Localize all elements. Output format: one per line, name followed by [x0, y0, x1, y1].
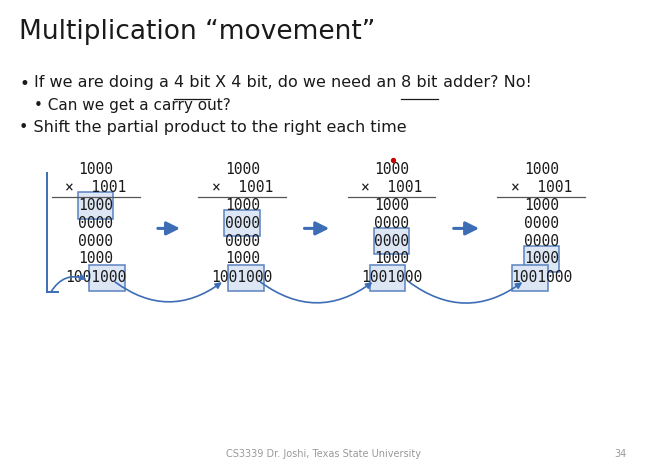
Text: 1000: 1000	[374, 162, 409, 177]
Bar	[512, 265, 548, 291]
Text: X 4 bit, do we need an: X 4 bit, do we need an	[210, 75, 401, 90]
Bar	[228, 265, 264, 291]
Text: •: •	[19, 75, 29, 93]
Text: ×  1001: × 1001	[361, 180, 422, 195]
Text: 1000: 1000	[78, 198, 113, 213]
Text: Multiplication “movement”: Multiplication “movement”	[19, 19, 376, 45]
Bar	[370, 265, 406, 291]
Text: 1000: 1000	[374, 251, 409, 266]
Text: • Can we get a carry out?: • Can we get a carry out?	[34, 98, 231, 113]
Text: 8 bit: 8 bit	[401, 75, 438, 90]
Text: 1000: 1000	[78, 162, 113, 177]
Bar	[523, 246, 559, 272]
Text: 0000: 0000	[374, 234, 409, 249]
Text: 1000: 1000	[524, 162, 559, 177]
Text: CS3339 Dr. Joshi, Texas State University: CS3339 Dr. Joshi, Texas State University	[225, 449, 421, 459]
Text: 0000: 0000	[78, 216, 113, 231]
FancyArrowPatch shape	[51, 275, 85, 292]
Bar	[89, 265, 125, 291]
Text: 0000: 0000	[225, 234, 260, 249]
Text: If we are doing a: If we are doing a	[34, 75, 174, 90]
Text: • Shift the partial product to the right each time: • Shift the partial product to the right…	[19, 120, 407, 135]
Text: 0000: 0000	[78, 234, 113, 249]
Text: 0000: 0000	[374, 216, 409, 231]
FancyArrowPatch shape	[260, 282, 371, 303]
Text: adder? No!: adder? No!	[438, 75, 532, 90]
FancyArrowPatch shape	[115, 282, 220, 302]
Text: 0000: 0000	[524, 216, 559, 231]
Text: 1000: 1000	[524, 251, 559, 266]
Text: ×  1001: × 1001	[511, 180, 572, 195]
Text: 0000: 0000	[524, 234, 559, 249]
Text: 1001000: 1001000	[361, 270, 422, 285]
Text: 1000: 1000	[225, 251, 260, 266]
Text: ×  1001: × 1001	[212, 180, 273, 195]
Text: 1001000: 1001000	[212, 270, 273, 285]
Text: 34: 34	[614, 449, 627, 459]
Text: 1000: 1000	[78, 251, 113, 266]
Text: 1001000: 1001000	[65, 270, 126, 285]
Text: ×  1001: × 1001	[65, 180, 126, 195]
Bar	[373, 228, 410, 254]
Bar	[78, 192, 114, 219]
Bar	[224, 210, 260, 236]
Text: 1000: 1000	[225, 198, 260, 213]
Text: 1001000: 1001000	[511, 270, 572, 285]
Text: 1000: 1000	[374, 198, 409, 213]
Text: 1000: 1000	[225, 162, 260, 177]
FancyArrowPatch shape	[409, 282, 521, 303]
Text: 4 bit: 4 bit	[174, 75, 210, 90]
Text: 1000: 1000	[524, 198, 559, 213]
Text: 0000: 0000	[225, 216, 260, 231]
